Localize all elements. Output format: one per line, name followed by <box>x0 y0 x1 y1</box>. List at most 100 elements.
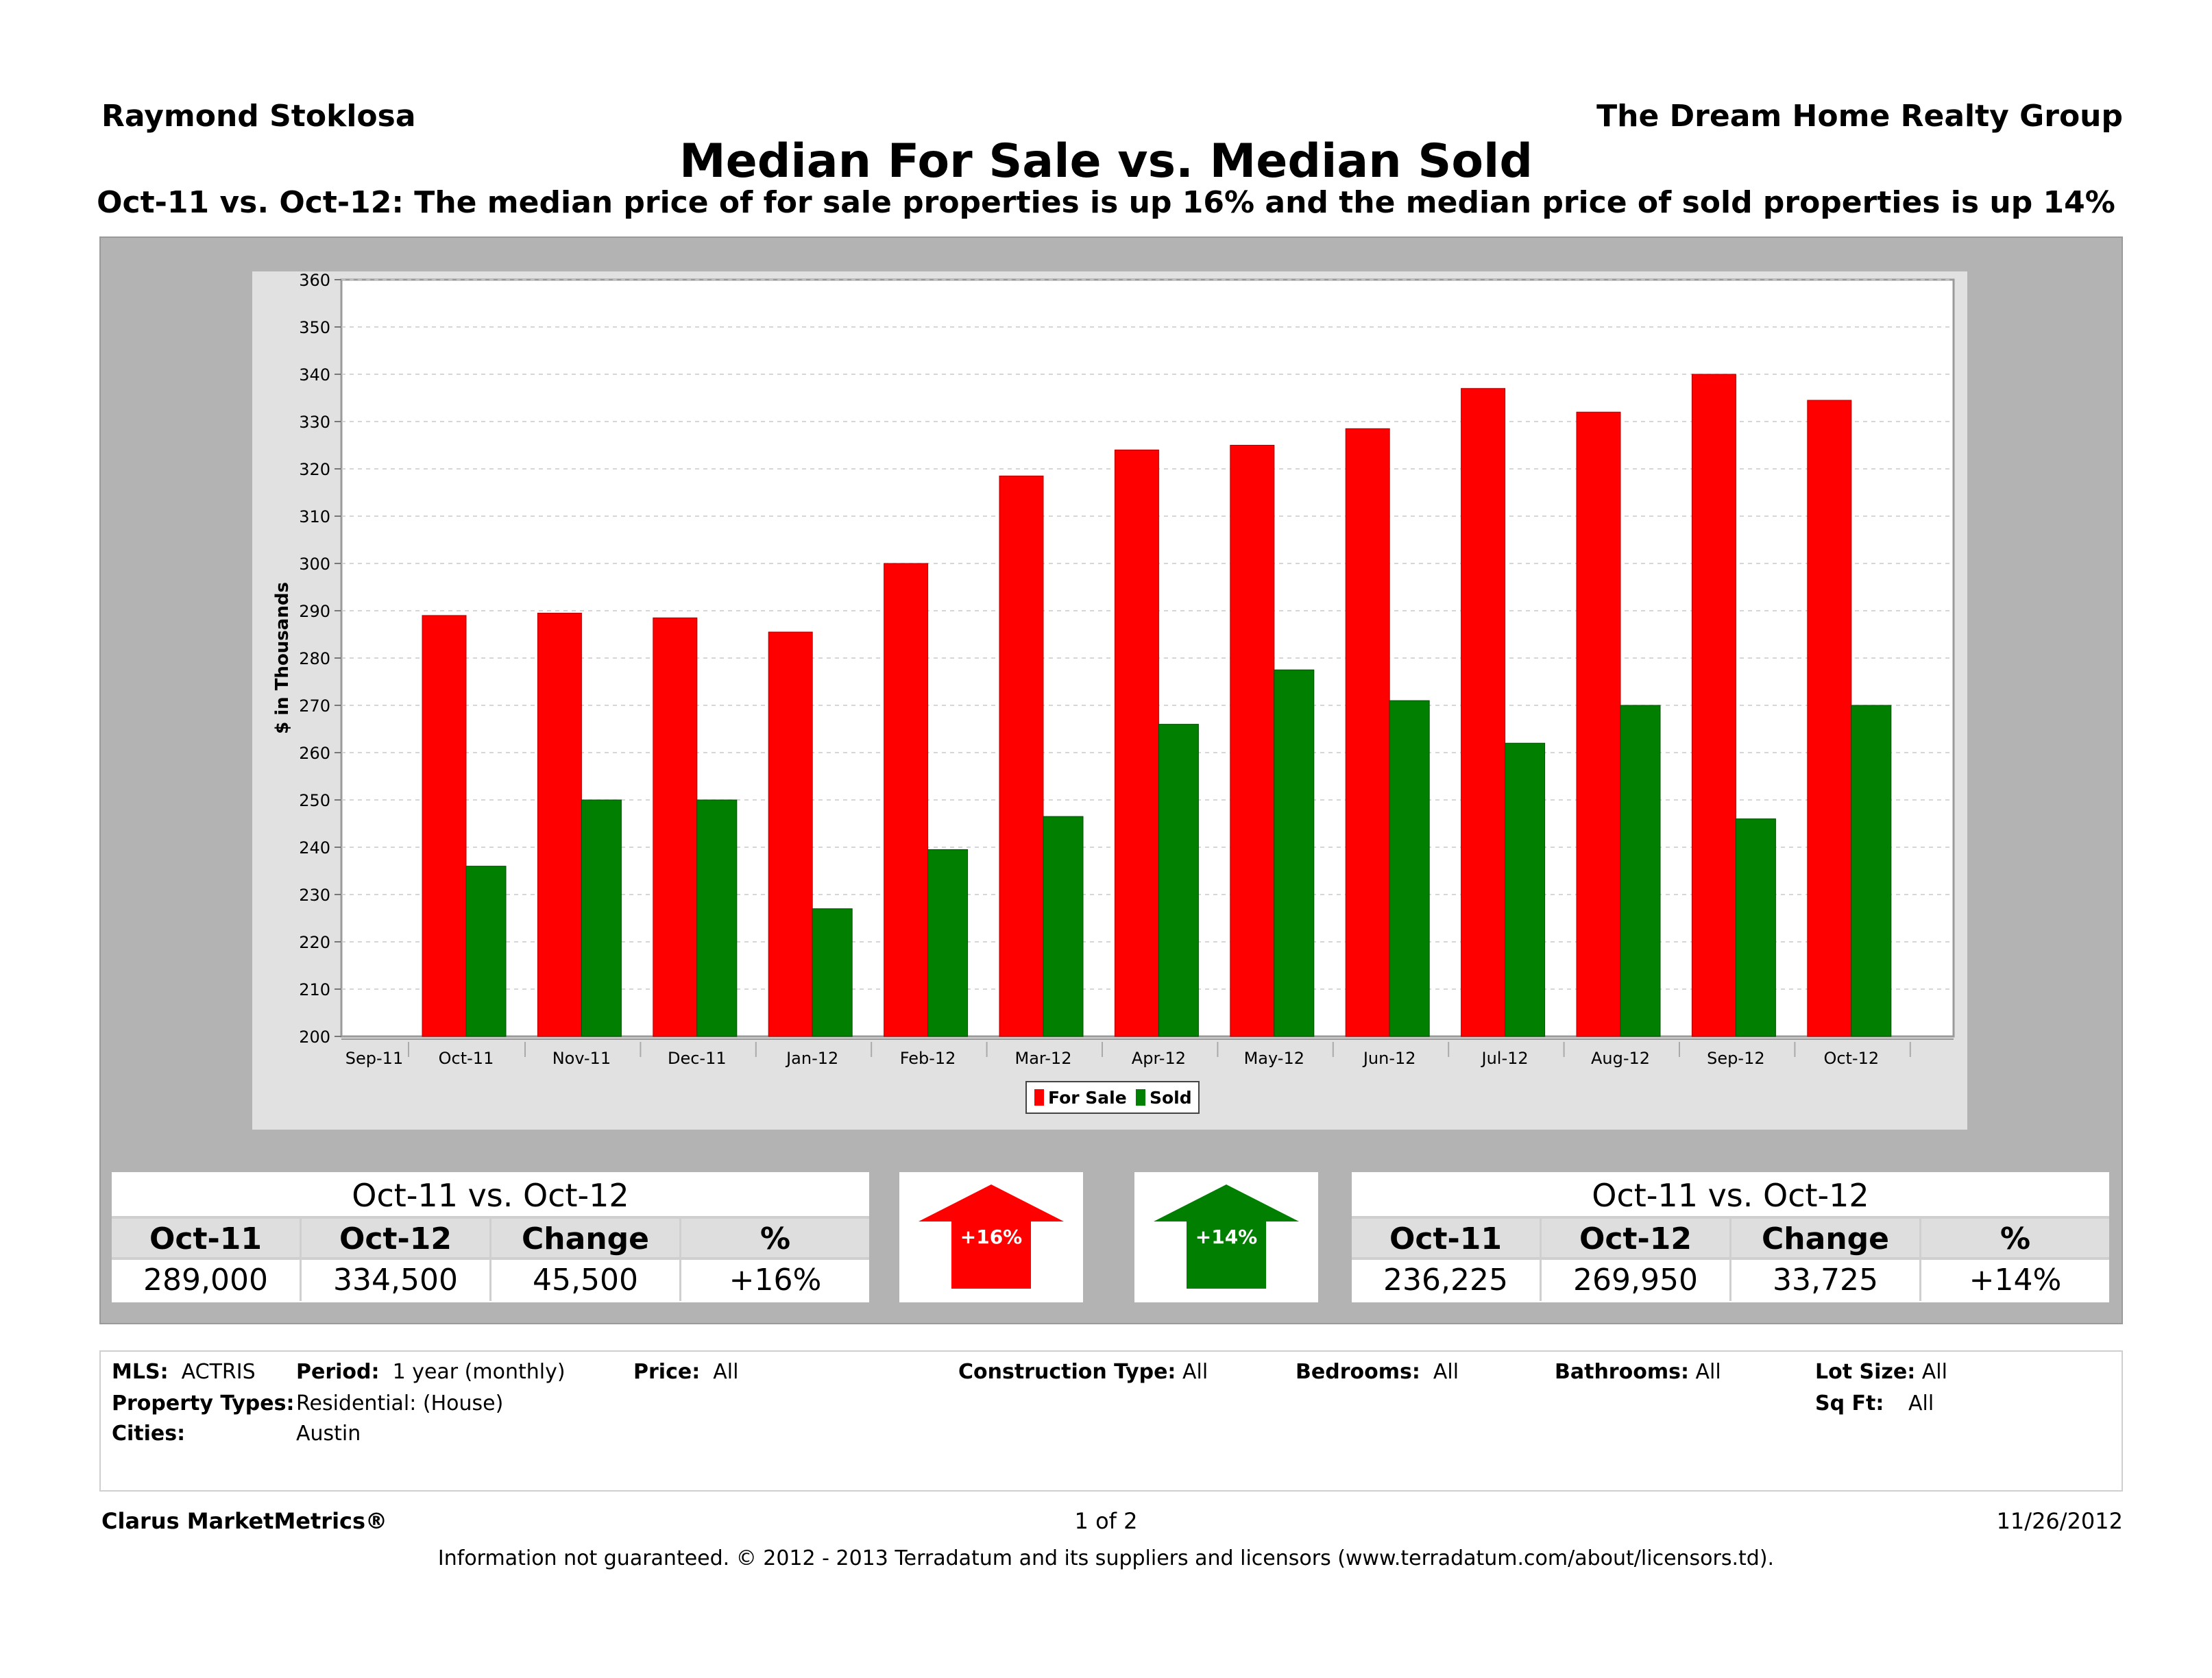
y-tick-label: 350 <box>299 318 330 337</box>
report-date: 11/26/2012 <box>1996 1508 2123 1534</box>
for-sale-percent-value: +16% <box>729 1263 822 1298</box>
sold-percent-value: +14% <box>1969 1263 2062 1298</box>
y-tick-label: 280 <box>299 649 330 668</box>
sold-arrow-box: +14% <box>1134 1172 1318 1302</box>
sqft-label: Sq Ft: <box>1815 1391 1884 1415</box>
for-sale-bar <box>422 615 467 1037</box>
sold-bar <box>812 908 853 1037</box>
legend-label-sold: Sold <box>1150 1088 1192 1108</box>
y-axis-title: $ in Thousands <box>272 582 293 734</box>
y-tick-label: 270 <box>299 696 330 716</box>
sold-bar <box>1389 700 1430 1037</box>
x-tick-label: Jun-12 <box>1362 1049 1416 1068</box>
search-criteria-panel <box>99 1350 2123 1492</box>
agent-name: Raymond Stoklosa <box>101 99 416 134</box>
cities-label: Cities: <box>112 1422 186 1446</box>
legend-swatch-for-sale <box>1034 1089 1044 1106</box>
y-tick-label: 310 <box>299 507 330 526</box>
for-sale-bar <box>999 475 1044 1037</box>
sold-bar <box>696 799 738 1037</box>
sold-bar <box>1851 705 1892 1037</box>
x-tick-label: Apr-12 <box>1132 1049 1186 1068</box>
construction-type-filter: Construction Type: All <box>958 1360 1208 1384</box>
for-sale-bar <box>1691 374 1736 1037</box>
for-sale-col-end: Oct-12 <box>302 1219 491 1257</box>
for-sale-col-change: Change <box>491 1219 681 1257</box>
cities-value: Austin <box>296 1422 361 1446</box>
x-tick-label: Nov-11 <box>552 1049 611 1068</box>
sold-col-start: Oct-11 <box>1352 1219 1542 1257</box>
sold-bar <box>465 866 507 1037</box>
up-arrow-icon: +14% <box>1154 1184 1299 1289</box>
y-tick-label: 210 <box>299 980 330 999</box>
legend-swatch-sold <box>1136 1089 1145 1106</box>
for-sale-bar <box>1807 400 1852 1037</box>
y-tick-label: 240 <box>299 838 330 858</box>
property-types-value: Residential: (House) <box>296 1391 504 1415</box>
bathrooms-filter: Bathrooms: All <box>1555 1360 1721 1384</box>
x-tick-label: Sep-12 <box>1707 1049 1764 1068</box>
for-sale-stats-heading: Oct-11 vs. Oct-12 <box>112 1172 869 1219</box>
for-sale-bar <box>1345 428 1390 1037</box>
sold-arrow-label: +14% <box>1195 1226 1257 1248</box>
y-tick-label: 220 <box>299 933 330 952</box>
y-tick-label: 260 <box>299 744 330 763</box>
sold-col-end: Oct-12 <box>1542 1219 1731 1257</box>
property-types-label: Property Types: <box>112 1391 295 1415</box>
y-tick-label: 340 <box>299 365 330 385</box>
sold-col-change: Change <box>1731 1219 1921 1257</box>
sold-bar <box>1505 742 1546 1037</box>
for-sale-bar <box>1461 388 1506 1037</box>
x-tick-label: Dec-11 <box>668 1049 727 1068</box>
y-tick-label: 200 <box>299 1028 330 1047</box>
sold-bar <box>1620 705 1661 1037</box>
report-subtitle: Oct-11 vs. Oct-12: The median price of f… <box>97 185 2115 220</box>
lot-size-filter: Lot Size: All <box>1815 1360 1947 1384</box>
sold-bar <box>1274 669 1315 1037</box>
y-tick-label: 320 <box>299 460 330 479</box>
period-filter: Period: 1 year (monthly) <box>296 1360 566 1384</box>
for-sale-stats-table: Oct-11 vs. Oct-12 Oct-11 Oct-12 Change %… <box>112 1172 869 1302</box>
company-name: The Dream Home Realty Group <box>1596 99 2123 134</box>
for-sale-bar <box>1576 411 1621 1037</box>
sold-col-percent: % <box>2000 1221 2031 1256</box>
x-tick-label: Feb-12 <box>900 1049 956 1068</box>
up-arrow-icon: +16% <box>919 1184 1064 1289</box>
mls-filter: MLS: ACTRIS <box>112 1360 256 1384</box>
disclaimer: Information not guaranteed. © 2012 - 201… <box>437 1546 1775 1570</box>
x-tick-label: Jul-12 <box>1481 1049 1529 1068</box>
sold-bar <box>1735 818 1776 1037</box>
for-sale-up-arrow <box>919 1184 1064 1289</box>
for-sale-bar <box>537 612 582 1037</box>
y-tick-label: 290 <box>299 602 330 621</box>
y-tick-label: 330 <box>299 413 330 432</box>
legend-box <box>1025 1081 1200 1114</box>
page-number: 1 of 2 <box>1074 1508 1138 1534</box>
for-sale-arrow-label: +16% <box>960 1226 1022 1248</box>
legend-label-for-sale: For Sale <box>1048 1088 1127 1108</box>
footer-brand: Clarus MarketMetrics® <box>101 1508 388 1534</box>
for-sale-bar <box>653 617 698 1037</box>
x-tick-label: Mar-12 <box>1015 1049 1072 1068</box>
sold-up-arrow <box>1154 1184 1299 1289</box>
sold-stats-heading: Oct-11 vs. Oct-12 <box>1352 1172 2109 1219</box>
y-tick-label: 250 <box>299 791 330 810</box>
sold-change-value: 33,725 <box>1731 1260 1921 1301</box>
for-sale-col-percent: % <box>759 1221 791 1256</box>
x-tick-label: Aug-12 <box>1591 1049 1650 1068</box>
x-tick-label: May-12 <box>1244 1049 1304 1068</box>
for-sale-arrow-box: +16% <box>899 1172 1083 1302</box>
sold-bar <box>1158 724 1199 1037</box>
for-sale-bar <box>768 631 813 1037</box>
for-sale-bar <box>1114 449 1159 1037</box>
for-sale-bar <box>884 563 929 1037</box>
y-tick-label: 230 <box>299 886 330 905</box>
y-tick-label: 300 <box>299 555 330 574</box>
sqft-value: All <box>1908 1391 1934 1415</box>
sold-end-value: 269,950 <box>1542 1260 1731 1301</box>
sold-bar <box>1043 816 1084 1037</box>
for-sale-end-value: 334,500 <box>302 1260 491 1301</box>
price-filter: Price: All <box>633 1360 739 1384</box>
for-sale-change-value: 45,500 <box>491 1260 681 1301</box>
